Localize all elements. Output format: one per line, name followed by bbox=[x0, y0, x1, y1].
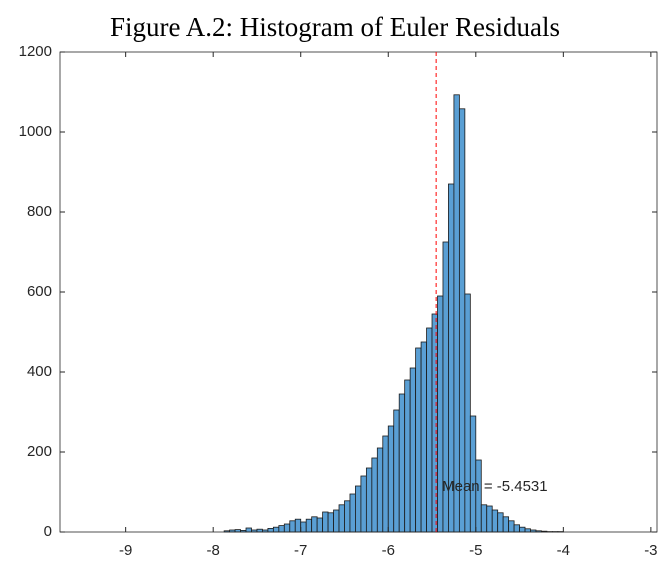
bar bbox=[398, 393, 406, 533]
plot-frame bbox=[59, 51, 658, 533]
bar bbox=[365, 467, 373, 533]
bar bbox=[289, 520, 296, 533]
mean-annotation: Mean = -5.4531 bbox=[442, 478, 547, 495]
x-tick-label: -4 bbox=[557, 542, 570, 559]
bar bbox=[420, 341, 427, 533]
bar bbox=[316, 517, 324, 533]
bar bbox=[486, 505, 493, 533]
bar bbox=[475, 459, 482, 533]
y-tick-label: 200 bbox=[27, 443, 52, 460]
y-tick-label: 400 bbox=[27, 363, 52, 380]
bar bbox=[272, 526, 280, 533]
bar bbox=[245, 527, 252, 533]
bar bbox=[502, 516, 510, 533]
x-tick-label: -5 bbox=[469, 542, 482, 559]
bar bbox=[382, 435, 389, 533]
y-tick-label: 1200 bbox=[19, 43, 52, 60]
y-tick-label: 1000 bbox=[19, 123, 52, 140]
bar bbox=[338, 504, 345, 533]
y-tick-label: 800 bbox=[27, 203, 52, 220]
bar bbox=[278, 525, 285, 533]
bar bbox=[426, 327, 433, 533]
y-tick-label: 0 bbox=[44, 523, 52, 540]
x-tick-label: -7 bbox=[294, 542, 307, 559]
bar bbox=[311, 516, 318, 533]
bar bbox=[294, 518, 302, 533]
y-tick-label: 600 bbox=[27, 283, 52, 300]
bar bbox=[404, 379, 411, 533]
bar bbox=[344, 500, 351, 533]
bar bbox=[387, 425, 395, 533]
bar bbox=[415, 347, 422, 533]
bar bbox=[393, 409, 400, 533]
chart-title: Figure A.2: Histogram of Euler Residuals bbox=[110, 12, 560, 42]
bar bbox=[464, 293, 471, 533]
bar bbox=[355, 485, 362, 533]
bar bbox=[437, 295, 444, 533]
x-tick-label: -8 bbox=[207, 542, 220, 559]
bar bbox=[376, 447, 384, 533]
bar bbox=[519, 526, 526, 533]
bar bbox=[256, 528, 263, 533]
bar bbox=[305, 518, 313, 533]
bar bbox=[508, 520, 515, 533]
bar bbox=[327, 512, 334, 533]
bar bbox=[371, 457, 378, 533]
bar bbox=[513, 524, 520, 533]
bar bbox=[491, 509, 499, 533]
bar bbox=[497, 512, 504, 533]
bar bbox=[458, 108, 466, 533]
bar bbox=[349, 493, 356, 533]
x-tick-label: -9 bbox=[119, 542, 132, 559]
bar bbox=[333, 509, 340, 533]
bar bbox=[431, 313, 438, 533]
bar bbox=[360, 475, 367, 533]
bar bbox=[469, 415, 477, 533]
bar bbox=[453, 94, 460, 533]
bar bbox=[283, 523, 291, 533]
x-tick-label: -3 bbox=[644, 542, 657, 559]
bar bbox=[322, 511, 329, 533]
bar bbox=[480, 504, 488, 533]
bar bbox=[267, 528, 274, 533]
bar bbox=[409, 367, 417, 533]
bar bbox=[524, 528, 531, 533]
x-tick-label: -6 bbox=[382, 542, 395, 559]
bar bbox=[300, 521, 307, 533]
